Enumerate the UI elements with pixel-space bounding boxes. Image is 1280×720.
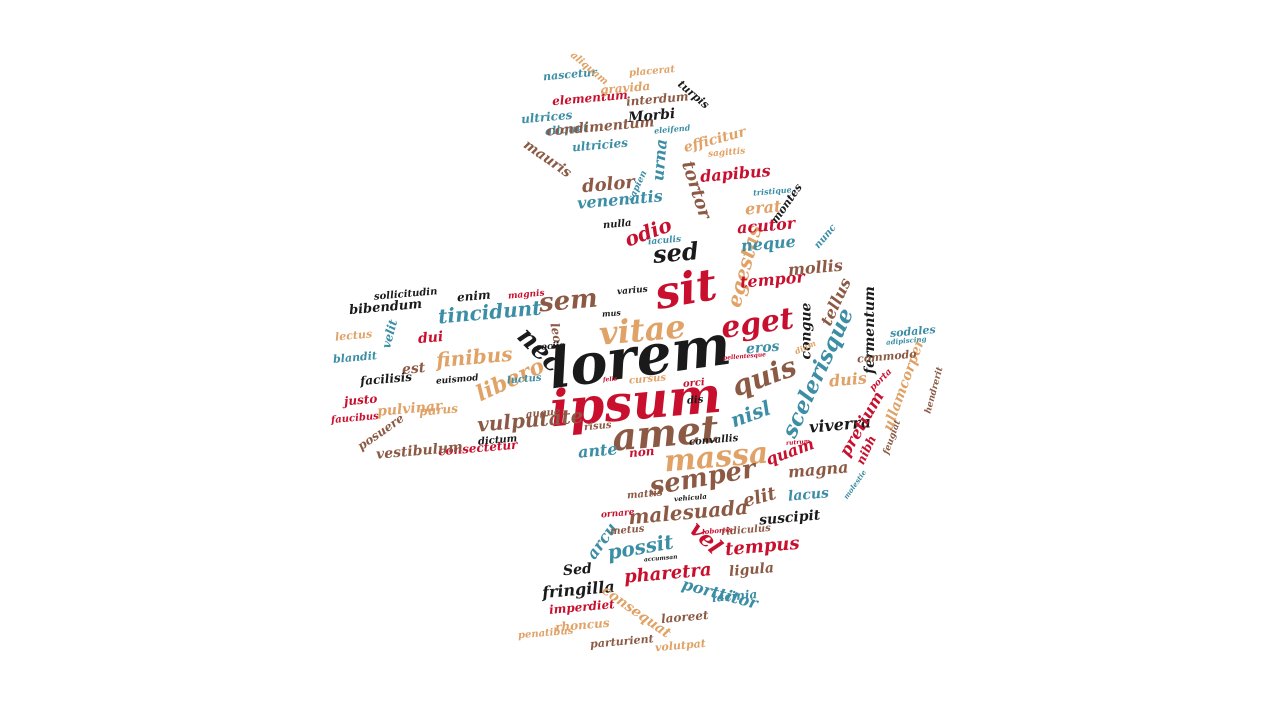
word-sociis: sociis xyxy=(535,340,565,353)
word-dapibus: dapibus xyxy=(698,160,771,187)
word-adipiscing: adipiscing xyxy=(885,333,927,347)
word-tempus: tempus xyxy=(723,532,801,561)
word-nisl: nisl xyxy=(726,395,774,433)
word-sem: sem xyxy=(537,283,599,319)
word-finibus: finibus xyxy=(434,341,514,373)
word-tincidunt: tincidunt xyxy=(437,295,543,329)
word-duis: duis xyxy=(828,368,868,391)
word-vel: vel xyxy=(684,516,728,560)
word-sagittis: sagittis xyxy=(707,145,747,160)
word-justo: justo xyxy=(343,391,379,409)
word-dis: dis xyxy=(686,394,704,407)
word-laoreet: laoreet xyxy=(660,607,710,627)
word-eleifend: eleifend xyxy=(653,122,691,136)
word-imperdiet: imperdiet xyxy=(548,597,616,617)
word-blandit: blandit xyxy=(332,348,378,366)
word-luctus: luctus xyxy=(506,372,542,387)
word-enim: enim xyxy=(456,287,492,305)
word-venenatis: venenatis xyxy=(576,186,664,213)
word-faucibus: faucibus xyxy=(330,410,380,427)
word-nunc: nunc xyxy=(812,222,839,251)
word-morbi: Morbi xyxy=(627,105,677,127)
word-velit: velit xyxy=(379,318,401,350)
word-neque: neque xyxy=(739,231,797,256)
word-hendrerit: hendrerit xyxy=(923,365,946,415)
word-ante: ante xyxy=(577,439,619,462)
word-vestibulum: vestibulum xyxy=(374,439,464,463)
word-purus: purus xyxy=(417,401,458,419)
word-volutpat: volutpat xyxy=(654,636,706,654)
word-ligula: ligula xyxy=(727,560,775,580)
word-non: non xyxy=(628,443,656,461)
word-sed: Sed xyxy=(561,560,593,580)
word-mus: mus xyxy=(601,307,621,319)
word-urna: urna xyxy=(648,138,671,182)
word-vehicula: vehicula xyxy=(673,491,707,503)
word-penatibus: penatibus xyxy=(517,625,575,642)
word-lacinia: lacinia xyxy=(711,587,759,605)
word-dui: dui xyxy=(417,328,445,348)
word-parturient: parturient xyxy=(589,631,655,651)
word-felis: felis xyxy=(602,375,618,384)
word-lectus: lectus xyxy=(334,326,374,344)
word-lobortis: lobortis xyxy=(701,524,733,536)
word-ultricies: ultricies xyxy=(571,135,629,155)
word-placerat: placerat xyxy=(628,64,676,79)
word-orci: orci xyxy=(682,377,706,390)
word-facilisis: facilisis xyxy=(359,369,413,389)
word-magna: magna xyxy=(786,457,849,482)
word-eget: eget xyxy=(719,301,797,346)
word-mollis: mollis xyxy=(786,255,844,280)
word-mauris: mauris xyxy=(520,136,574,182)
word-varius: varius xyxy=(616,284,648,297)
word-lacus: lacus xyxy=(786,485,830,505)
